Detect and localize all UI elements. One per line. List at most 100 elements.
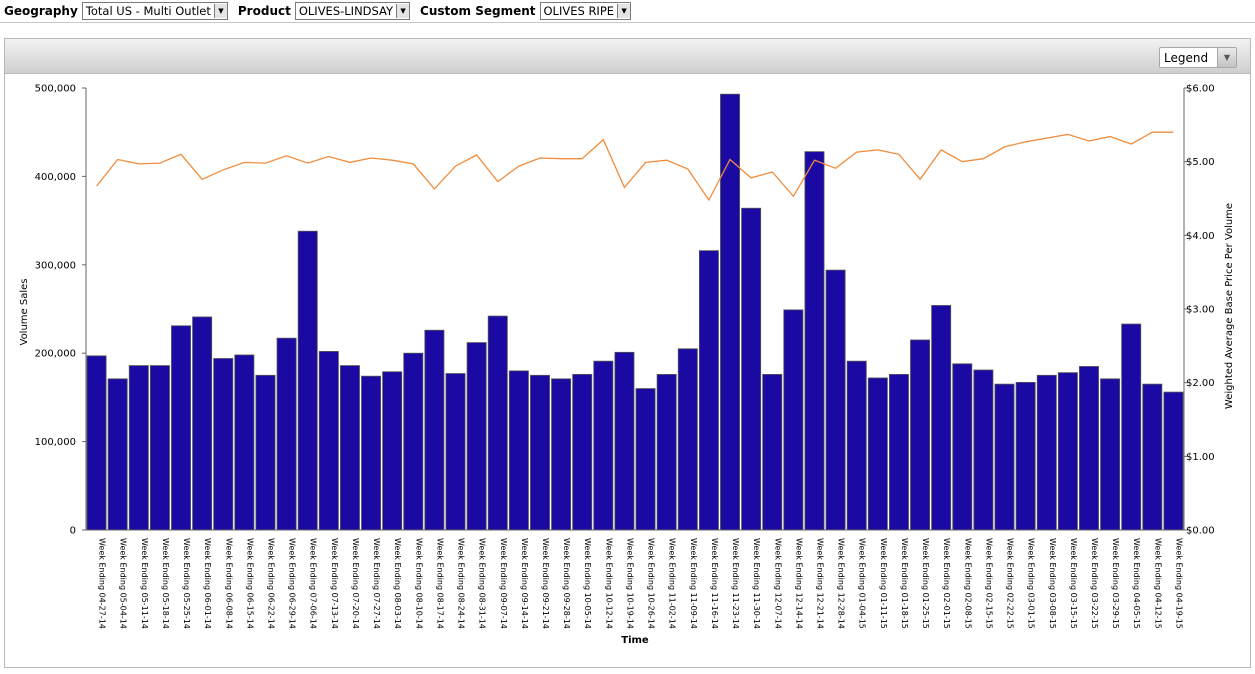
segment-label: Custom Segment <box>420 4 536 18</box>
chevron-down-icon[interactable]: ▼ <box>396 4 410 18</box>
segment-select[interactable]: OLIVES RIPE ▼ <box>539 2 632 20</box>
bar[interactable] <box>297 230 318 531</box>
bar[interactable] <box>952 363 973 531</box>
bar[interactable] <box>339 365 360 531</box>
y-tick-label-left: 500,000 <box>35 84 76 95</box>
bar[interactable] <box>994 383 1015 531</box>
bar[interactable] <box>213 358 234 531</box>
geography-select[interactable]: Total US - Multi Outlet ▼ <box>81 2 228 20</box>
bar[interactable] <box>1121 323 1142 531</box>
y-tick-label-left: 0 <box>70 526 76 537</box>
x-tick-label: Week Ending 06-29-14 <box>288 538 297 629</box>
bar[interactable] <box>424 329 445 531</box>
chevron-down-icon[interactable]: ▼ <box>1217 48 1236 67</box>
bar[interactable] <box>508 370 529 531</box>
bar[interactable] <box>846 360 867 531</box>
chart-panel-header: Legend ▼ <box>5 39 1250 74</box>
bar[interactable] <box>635 388 656 531</box>
bar[interactable] <box>149 365 170 531</box>
y-tick-label-right: $2.00 <box>1186 378 1215 389</box>
bar[interactable] <box>128 365 149 531</box>
bar[interactable] <box>234 354 255 531</box>
bar[interactable] <box>910 339 931 531</box>
x-tick-label: Week Ending 07-06-14 <box>309 538 318 629</box>
x-tick-label: Week Ending 01-25-15 <box>921 538 930 629</box>
product-label: Product <box>237 4 291 18</box>
y-tick-label-right: $0.00 <box>1186 526 1215 537</box>
bar[interactable] <box>614 351 635 531</box>
bar[interactable] <box>804 151 825 531</box>
bar[interactable] <box>1079 366 1099 531</box>
bar[interactable] <box>973 369 994 531</box>
x-tick-label: Week Ending 06-08-14 <box>224 538 233 629</box>
x-tick-label: Week Ending 09-28-14 <box>562 538 571 629</box>
bar[interactable] <box>1163 391 1184 531</box>
chevron-down-icon[interactable]: ▼ <box>213 4 227 18</box>
x-tick-label: Week Ending 04-19-15 <box>1174 538 1183 629</box>
x-tick-label: Week Ending 08-17-14 <box>435 538 444 629</box>
x-tick-label: Week Ending 08-24-14 <box>457 538 466 629</box>
x-tick-label: Week Ending 04-12-15 <box>1153 538 1162 629</box>
x-tick-label: Week Ending 02-01-15 <box>942 538 951 629</box>
x-tick-label: Week Ending 11-16-14 <box>710 538 719 629</box>
y-axis-left-title: Volume Sales <box>19 279 30 346</box>
x-tick-label: Week Ending 10-12-14 <box>604 538 613 629</box>
bar[interactable] <box>1036 374 1057 531</box>
x-tick-label: Week Ending 04-05-15 <box>1132 538 1141 629</box>
bar[interactable] <box>192 316 213 531</box>
bar[interactable] <box>361 375 382 531</box>
x-tick-label: Week Ending 08-03-14 <box>393 538 402 629</box>
geography-label: Geography <box>4 4 78 18</box>
bar[interactable] <box>593 360 614 531</box>
y-tick-label-left: 300,000 <box>35 260 76 271</box>
bar[interactable] <box>466 342 487 531</box>
bar[interactable] <box>825 269 846 531</box>
bar[interactable] <box>762 374 783 531</box>
bar[interactable] <box>1142 383 1163 531</box>
legend-dropdown-label: Legend <box>1164 50 1209 65</box>
y-tick-label-right: $3.00 <box>1186 305 1215 316</box>
bar[interactable] <box>403 352 424 531</box>
x-tick-label: Week Ending 07-13-14 <box>330 538 339 629</box>
bar[interactable] <box>171 325 191 531</box>
bar[interactable] <box>1100 378 1121 531</box>
bar[interactable] <box>487 315 508 531</box>
x-tick-label: Week Ending 05-04-14 <box>119 538 128 629</box>
bar[interactable] <box>255 374 276 531</box>
bar[interactable] <box>656 374 677 531</box>
bar[interactable] <box>931 305 952 531</box>
product-select-value: OLIVES-LINDSAY <box>298 4 394 18</box>
bar[interactable] <box>888 374 909 531</box>
bar[interactable] <box>1015 381 1036 531</box>
x-tick-label: Week Ending 11-09-14 <box>689 538 698 629</box>
bar[interactable] <box>382 371 403 531</box>
x-tick-label: Week Ending 02-15-15 <box>984 538 993 629</box>
bar[interactable] <box>783 309 804 531</box>
bar[interactable] <box>867 377 888 531</box>
bar[interactable] <box>741 207 762 531</box>
x-axis-title: Time <box>621 635 649 646</box>
x-tick-label: Week Ending 01-18-15 <box>900 538 909 629</box>
bar[interactable] <box>551 378 572 531</box>
x-tick-label: Week Ending 10-05-14 <box>583 538 592 629</box>
chevron-down-icon[interactable]: ▼ <box>617 4 631 18</box>
y-axis-right-title: Weighted Average Base Price Per Volume <box>1224 203 1235 409</box>
x-tick-label: Week Ending 03-29-15 <box>1111 538 1120 629</box>
bar[interactable] <box>86 355 107 531</box>
bar[interactable] <box>1057 372 1078 531</box>
bar[interactable] <box>530 374 550 531</box>
product-select[interactable]: OLIVES-LINDSAY ▼ <box>294 2 411 20</box>
bar[interactable] <box>572 374 593 531</box>
bar[interactable] <box>698 250 719 531</box>
bar[interactable] <box>318 351 339 531</box>
x-tick-label: Week Ending 12-28-14 <box>837 538 846 629</box>
bar[interactable] <box>677 348 698 531</box>
bar[interactable] <box>107 378 128 531</box>
bar[interactable] <box>445 373 466 531</box>
x-tick-label: Week Ending 06-01-14 <box>203 538 212 629</box>
legend-dropdown[interactable]: Legend ▼ <box>1159 47 1237 68</box>
bar[interactable] <box>276 337 297 531</box>
price-line <box>96 131 1174 202</box>
x-tick-label: Week Ending 07-20-14 <box>351 538 360 629</box>
